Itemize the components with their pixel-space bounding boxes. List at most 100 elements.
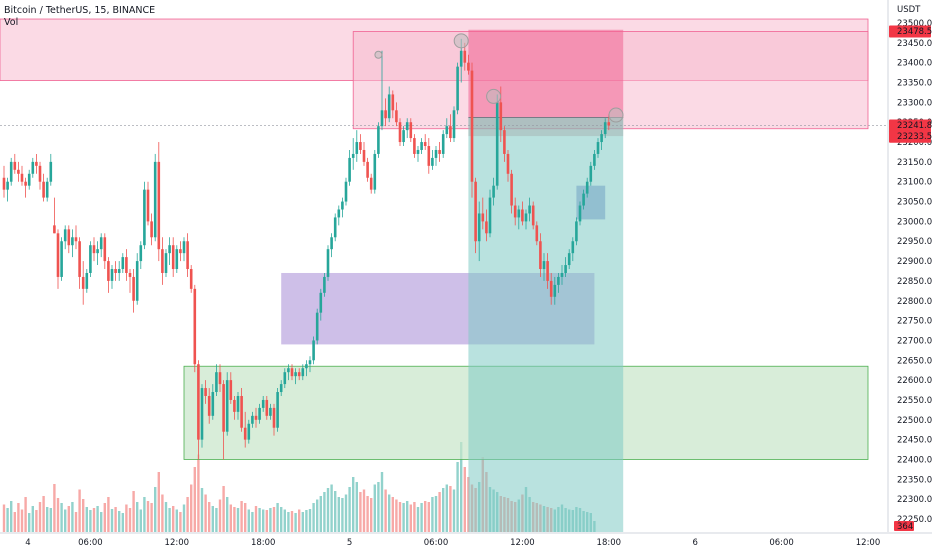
candle-body xyxy=(503,130,506,154)
candle-body xyxy=(589,165,593,182)
candle-body xyxy=(251,415,254,424)
candle-body xyxy=(139,245,143,262)
candle-body xyxy=(27,173,31,186)
price-tag-resistance xyxy=(889,25,931,38)
volume-bar xyxy=(427,502,430,532)
candle-body xyxy=(330,237,333,250)
volume-bar xyxy=(49,508,52,532)
candle-body xyxy=(423,142,427,147)
volume-bar xyxy=(276,503,279,532)
volume-bar xyxy=(179,512,182,532)
candle-body xyxy=(85,272,89,289)
candle-body xyxy=(369,177,373,190)
candle-body xyxy=(218,372,222,385)
candle-body xyxy=(434,149,438,158)
volume-bar xyxy=(200,488,204,532)
candle-body xyxy=(510,173,513,206)
candle-body xyxy=(71,237,74,246)
volume-bar xyxy=(395,499,398,532)
volume-bar xyxy=(431,497,434,532)
volume-bar xyxy=(420,503,423,532)
volume-bar xyxy=(218,499,222,532)
time-tick-label: 4 xyxy=(25,538,30,548)
volume-bar xyxy=(247,509,250,532)
price-tick-label: 22300.00 xyxy=(897,495,932,505)
volume-bar xyxy=(215,508,218,532)
volume-bar xyxy=(384,489,387,532)
candle-body xyxy=(359,142,362,150)
price-tick-label: 23150.00 xyxy=(897,158,932,168)
candle-body xyxy=(513,205,517,218)
candle-body xyxy=(49,161,53,182)
volume-bar xyxy=(211,506,214,532)
candle-body xyxy=(323,276,326,293)
candle-body xyxy=(380,110,384,127)
candle-body xyxy=(377,126,380,154)
candle-body xyxy=(6,181,9,190)
candle-body xyxy=(287,368,290,373)
volume-bar xyxy=(290,511,294,532)
volume-bar xyxy=(269,508,272,532)
candle-body xyxy=(236,395,240,412)
time-tick-label: 18:00 xyxy=(251,538,276,548)
price-tick-label: 23450.00 xyxy=(897,39,932,49)
volume-bar xyxy=(17,503,20,532)
top-marker xyxy=(453,33,469,49)
volume-bar xyxy=(42,496,45,532)
candle-body xyxy=(243,427,247,440)
price-tick-label: 23200.00 xyxy=(897,138,932,148)
volume-bar xyxy=(348,487,351,532)
volume-bar xyxy=(157,472,160,532)
volume-bar xyxy=(236,508,240,532)
price-tick-label: 23500.00 xyxy=(897,19,932,29)
price-tick-label: 22400.00 xyxy=(897,455,932,465)
volume-bar xyxy=(323,492,326,532)
volume-bar xyxy=(456,462,459,532)
volume-bar xyxy=(337,497,340,532)
candle-body xyxy=(373,153,377,190)
time-tick-label: 12:00 xyxy=(856,538,881,548)
candle-body xyxy=(402,130,405,143)
price-tick-label: 22250.00 xyxy=(897,515,932,525)
volume-bar xyxy=(110,509,114,532)
candle-body xyxy=(431,157,434,166)
candle-body xyxy=(517,209,521,218)
time-tick-label: 06:00 xyxy=(424,538,449,548)
candle-body xyxy=(387,94,391,119)
volume-bar xyxy=(254,506,258,532)
volume-bar xyxy=(398,502,402,532)
volume-bar xyxy=(283,509,286,532)
candle-body xyxy=(35,161,38,166)
volume-bar xyxy=(114,507,117,532)
candle-body xyxy=(506,153,510,174)
candle-body xyxy=(564,265,567,273)
candle-body xyxy=(553,284,557,297)
candle-body xyxy=(557,276,560,285)
candle-body xyxy=(470,70,474,182)
price-tick-label: 23050.00 xyxy=(897,198,932,208)
position-stop-area xyxy=(468,29,624,118)
price-tick-label: 22600.00 xyxy=(897,376,932,386)
candle-body xyxy=(197,364,200,440)
candle-body xyxy=(337,209,341,218)
price-tag-resistance-text: 23478.51 xyxy=(897,27,932,37)
candle-body xyxy=(575,221,578,242)
candle-body xyxy=(409,122,413,139)
volume-bar xyxy=(298,509,301,532)
candle-body xyxy=(74,237,78,242)
candle-body xyxy=(225,380,229,432)
volume-bar xyxy=(344,494,348,532)
candle-body xyxy=(103,237,107,262)
candle-body xyxy=(420,142,423,150)
volume-bar xyxy=(316,499,319,532)
volume-bar xyxy=(172,506,175,532)
volume-bar xyxy=(107,497,110,532)
volume-bar xyxy=(388,494,391,532)
volume-bar xyxy=(355,482,358,532)
volume-bar xyxy=(103,503,106,532)
volume-bar xyxy=(409,504,412,532)
time-tick-label: 06:00 xyxy=(769,538,794,548)
candle-body xyxy=(31,161,35,174)
volume-bar xyxy=(319,496,322,532)
